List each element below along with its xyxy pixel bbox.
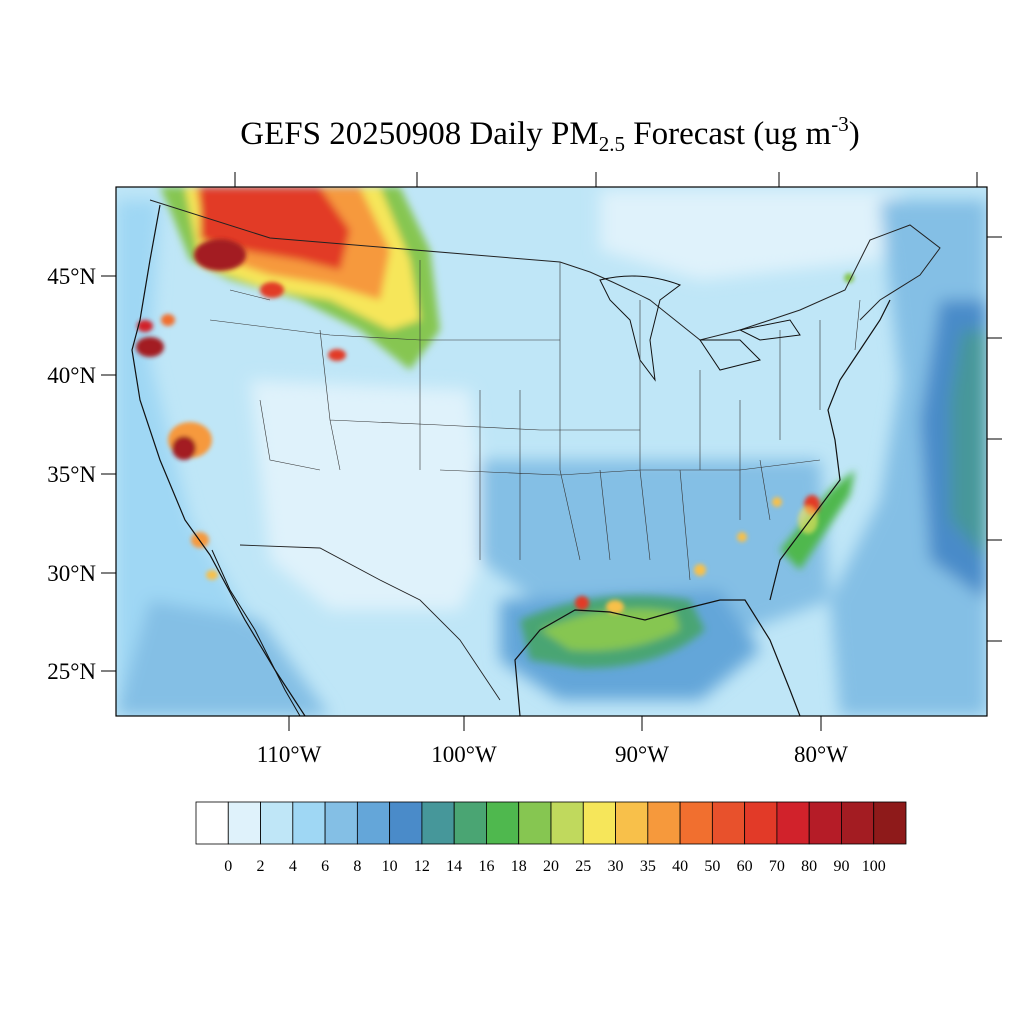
title-middle: Forecast (ug m [625, 116, 832, 152]
lon-label: 100°W [431, 742, 497, 767]
title-subscript: 2.5 [598, 132, 625, 156]
latitude-labels: 45°N 40°N 35°N 30°N 25°N [47, 264, 96, 684]
field-hotspot-wyoming [328, 349, 346, 361]
field-southwest-clean [250, 380, 490, 610]
boundary-lines [131, 199, 941, 716]
colorbar-label: 60 [737, 858, 753, 875]
colorbar-swatch [615, 801, 649, 845]
colorbar-label: 14 [446, 858, 462, 875]
lon-label: 110°W [257, 742, 322, 767]
colorbar-label: 80 [801, 858, 817, 875]
field-hotspot-houston [575, 596, 589, 610]
map-ticks [101, 172, 1002, 731]
lat-label: 35°N [47, 462, 96, 487]
field-hotspot-carolina-outer [798, 506, 818, 534]
field-hotspot-ncal-2 [137, 320, 153, 332]
gulf-coast [514, 599, 801, 716]
colorbar-label: 2 [257, 858, 265, 875]
title-suffix: ) [848, 116, 860, 152]
colorbar-swatch [324, 801, 358, 845]
colorbar-swatch [744, 801, 778, 845]
map-title: GEFS 20250908 Daily PM2.5 Forecast (ug m… [0, 112, 1024, 157]
east-coast [769, 299, 891, 601]
lat-label: 25°N [47, 659, 96, 684]
field-hotspot-sc [772, 497, 782, 507]
colorbar-label: 90 [833, 858, 849, 875]
lat-label: 30°N [47, 561, 96, 586]
title-superscript: -3 [831, 112, 849, 136]
lon-label: 80°W [794, 742, 848, 767]
colorbar-label: 6 [321, 858, 329, 875]
colorbar-swatch [260, 801, 294, 845]
colorbar-label: 4 [289, 858, 297, 875]
field-hotspot-baja [206, 570, 218, 580]
field-hotspot-ncal-3 [161, 314, 175, 326]
field-gulf-green [540, 608, 680, 651]
colorbar-label: 10 [382, 858, 398, 875]
field-atlantic-teal [950, 330, 987, 560]
colorbar-label: 18 [511, 858, 527, 875]
colorbar-label: 16 [478, 858, 494, 875]
colorbar-swatch [550, 801, 584, 845]
pm25-field [116, 187, 987, 716]
field-hotspot-ga2 [737, 532, 747, 542]
field-hotspot-louisiana [606, 600, 624, 614]
colorbar-swatch [292, 801, 326, 845]
colorbar-swatch [356, 801, 391, 845]
colorbar-swatch [518, 801, 552, 845]
lat-label: 45°N [47, 264, 96, 289]
us-canada-border [149, 199, 941, 341]
colorbar-label: 12 [414, 858, 430, 875]
colorbar-label: 35 [640, 858, 656, 875]
colorbar-swatch [195, 801, 229, 845]
colorbar-swatch [841, 801, 875, 845]
title-prefix: GEFS 20250908 Daily PM [240, 116, 599, 152]
colorbar: 0 2 4 6 8 10 12 14 16 18 20 25 30 35 40 50 60 70 80 90 100 [195, 801, 907, 875]
colorbar-label: 8 [353, 858, 361, 875]
colorbar-label: 100 [862, 858, 886, 875]
colorbar-swatch [679, 801, 713, 845]
colorbar-swatch [776, 801, 810, 845]
field-hotspot-maine [844, 273, 854, 283]
field-hotspot-idaho [194, 239, 246, 271]
state-lines [209, 260, 861, 581]
colorbar-swatch [808, 801, 842, 845]
field-hotspot-montana [260, 282, 284, 298]
colorbar-label: 30 [608, 858, 624, 875]
colorbar-swatch [711, 801, 746, 845]
lon-label: 90°W [615, 742, 669, 767]
colorbar-swatch [647, 801, 681, 845]
colorbar-label: 70 [769, 858, 785, 875]
colorbar-swatch [582, 801, 616, 845]
field-hotspot-sierra [172, 436, 196, 460]
west-coast [131, 204, 306, 716]
baja-coast [211, 549, 301, 716]
colorbar-swatch [453, 801, 487, 845]
map-frame [115, 186, 988, 717]
great-lakes [599, 275, 801, 382]
colorbar-swatch [227, 801, 261, 845]
lat-label: 40°N [47, 363, 96, 388]
field-pacific [116, 200, 330, 716]
colorbar-swatch [486, 801, 520, 845]
colorbar-swatch [421, 801, 455, 845]
colorbar-swatch [389, 801, 423, 845]
colorbar-label: 25 [575, 858, 591, 875]
colorbar-label: 20 [543, 858, 559, 875]
field-pacific-south [116, 600, 330, 716]
mexico-border [239, 544, 501, 701]
longitude-labels: 110°W 100°W 90°W 80°W [257, 742, 849, 767]
colorbar-label: 40 [672, 858, 688, 875]
colorbar-swatch [873, 801, 907, 845]
field-hotspot-georgia [694, 564, 706, 576]
colorbar-label: 50 [704, 858, 720, 875]
colorbar-label: 0 [224, 858, 232, 875]
field-hotspot-ncal-1 [136, 337, 164, 357]
field-northeast-clean [600, 190, 900, 280]
